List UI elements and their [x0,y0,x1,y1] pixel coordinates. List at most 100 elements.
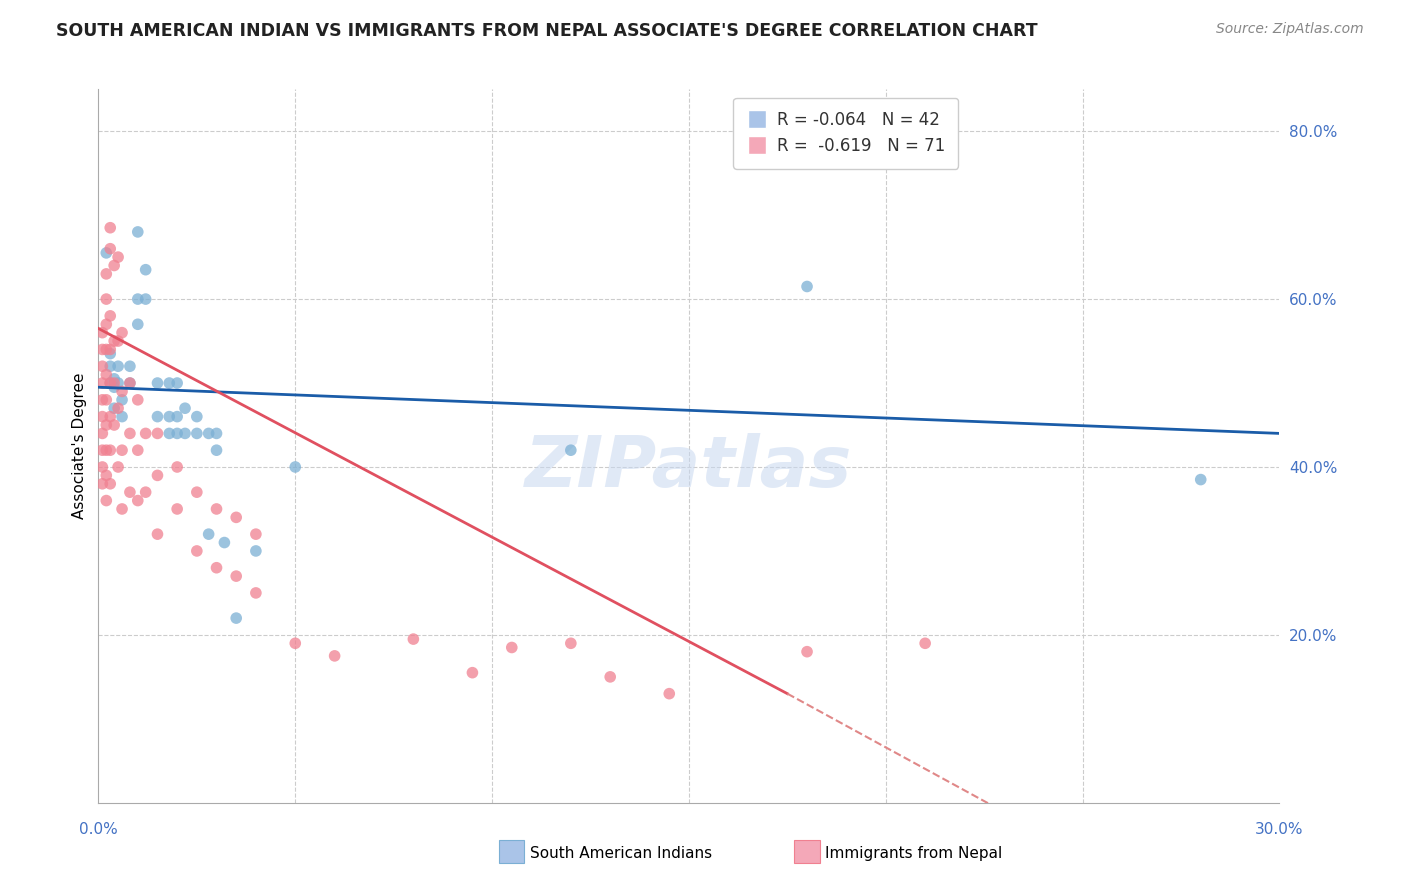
Point [111,502,134,516]
Point [284,460,307,475]
Point [98,476,121,491]
Point [98,343,121,357]
Point [135,262,157,277]
Point [111,443,134,458]
Point [96,368,118,382]
Point [796,279,818,293]
Point [197,527,219,541]
Point [1189,473,1212,487]
Point [323,648,346,663]
Text: Source: ZipAtlas.com: Source: ZipAtlas.com [1216,22,1364,37]
Point [166,376,188,390]
Point [91,343,114,357]
Point [146,468,169,483]
Point [107,401,129,416]
Point [135,292,157,306]
Point [245,544,267,558]
Text: 30.0%: 30.0% [1256,822,1303,837]
Point [157,409,180,424]
Legend: R = -0.064   N = 42, R =  -0.619   N = 71: R = -0.064 N = 42, R = -0.619 N = 71 [734,97,957,169]
Point [127,493,149,508]
Point [103,401,125,416]
Point [98,242,121,256]
Point [107,250,129,264]
Point [96,392,118,407]
Point [111,392,134,407]
Point [127,392,149,407]
Point [118,376,141,390]
Point [118,376,141,390]
Point [225,611,247,625]
Point [98,443,121,458]
Point [560,636,582,650]
Point [174,426,197,441]
Point [98,220,121,235]
Point [98,376,121,390]
Point [186,426,208,441]
Point [107,460,129,475]
Point [205,443,228,458]
Point [98,346,121,360]
Point [98,359,121,374]
Point [186,485,208,500]
Text: Immigrants from Nepal: Immigrants from Nepal [825,847,1002,861]
Point [560,443,582,458]
Point [146,527,169,541]
Text: 0.0%: 0.0% [79,822,118,837]
Text: ZIPatlas: ZIPatlas [526,433,852,502]
Point [166,426,188,441]
Point [107,334,129,348]
Point [98,309,121,323]
Point [91,392,114,407]
Point [118,359,141,374]
Point [111,384,134,399]
Point [98,409,121,424]
Point [914,636,936,650]
Point [103,417,125,432]
Point [96,417,118,432]
Point [103,376,125,390]
Point [91,359,114,374]
Point [174,401,197,416]
Point [402,632,425,646]
Point [91,460,114,475]
Point [166,460,188,475]
Point [245,586,267,600]
Point [91,426,114,441]
Point [146,409,169,424]
Point [107,359,129,374]
Point [205,426,228,441]
Point [91,409,114,424]
Text: South American Indians: South American Indians [530,847,713,861]
Point [96,468,118,483]
Point [91,443,114,458]
Y-axis label: Associate's Degree: Associate's Degree [72,373,87,519]
Point [658,687,681,701]
Point [111,409,134,424]
Point [103,372,125,386]
Point [107,376,129,390]
Text: SOUTH AMERICAN INDIAN VS IMMIGRANTS FROM NEPAL ASSOCIATE'S DEGREE CORRELATION CH: SOUTH AMERICAN INDIAN VS IMMIGRANTS FROM… [56,22,1038,40]
Point [461,665,484,680]
Point [205,502,228,516]
Point [96,246,118,260]
Point [166,409,188,424]
Point [225,510,247,524]
Point [96,343,118,357]
Point [245,527,267,541]
Point [157,376,180,390]
Point [127,318,149,332]
Point [186,409,208,424]
Point [98,376,121,390]
Point [118,485,141,500]
Point [135,426,157,441]
Point [186,544,208,558]
Point [501,640,523,655]
Point [205,560,228,574]
Point [225,569,247,583]
Point [96,318,118,332]
Point [157,426,180,441]
Point [214,535,236,549]
Point [796,645,818,659]
Point [91,476,114,491]
